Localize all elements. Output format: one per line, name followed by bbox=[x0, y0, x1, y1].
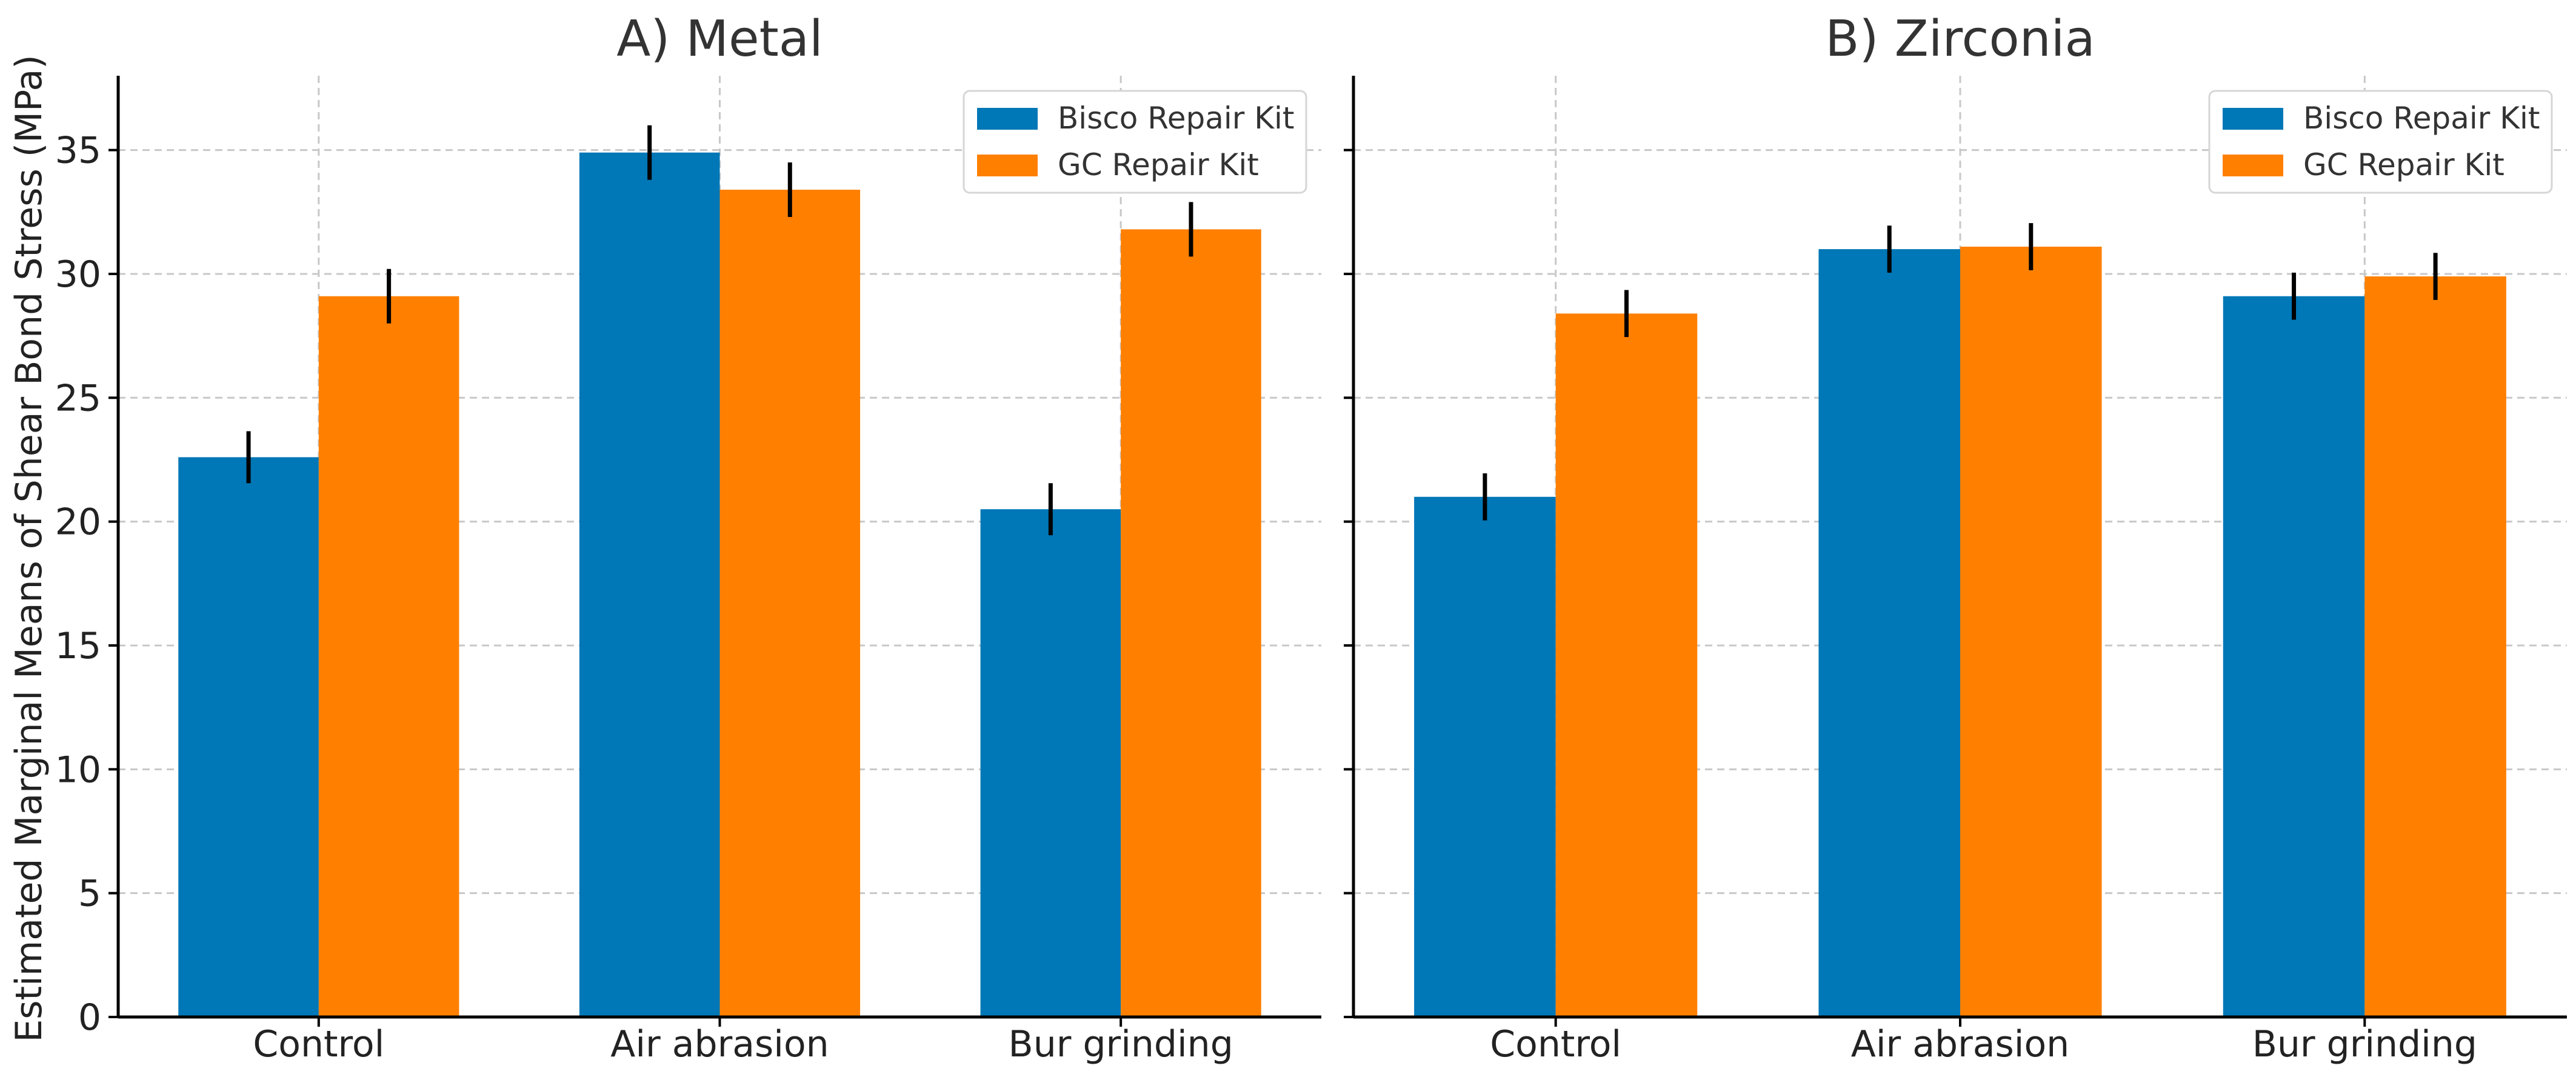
bar-gc-repair-kit-bur-grinding bbox=[2364, 276, 2506, 1018]
chart-title: A) Metal bbox=[616, 10, 823, 68]
legend-frame bbox=[2208, 90, 2553, 194]
y-tick-label-5: 5 bbox=[78, 873, 101, 915]
bar-gc-repair-kit-air-abrasion bbox=[1960, 246, 2102, 1018]
x-tick-label-bur-grinding: Bur grinding bbox=[2252, 1023, 2477, 1065]
bar-bisco-repair-kit-air-abrasion bbox=[579, 152, 720, 1017]
legend-swatch-bisco-repair-kit bbox=[977, 108, 1038, 130]
panel-metal: 0 5 10 15 20 25 30 35 Control Air abrasion Bur gri… bbox=[55, 10, 1321, 1065]
x-tick-label-air-abrasion: Air abrasion bbox=[1851, 1023, 2069, 1065]
legend-frame bbox=[963, 90, 1307, 194]
bar-bisco-repair-kit-control bbox=[178, 457, 319, 1017]
legend: Bisco Repair Kit GC Repair Kit bbox=[2208, 90, 2553, 194]
panel-zirconia: Control Air abrasion Bur grinding B) Zircon… bbox=[1344, 10, 2567, 1065]
legend-label-gc-repair-kit: GC Repair Kit bbox=[2303, 147, 2504, 182]
bar-gc-repair-kit-control bbox=[1555, 313, 1698, 1017]
y-tick-label-20: 20 bbox=[55, 501, 101, 544]
bar-bisco-repair-kit-air-abrasion bbox=[1818, 249, 1960, 1017]
y-tick-label-0: 0 bbox=[78, 996, 101, 1039]
legend-label-gc-repair-kit: GC Repair Kit bbox=[1058, 147, 1259, 182]
legend-swatch-gc-repair-kit bbox=[2223, 155, 2283, 176]
legend-label-bisco-repair-kit: Bisco Repair Kit bbox=[1058, 101, 1294, 136]
bar-bisco-repair-kit-control bbox=[1414, 496, 1556, 1017]
bar-gc-repair-kit-air-abrasion bbox=[719, 189, 861, 1017]
x-tick-label-control: Control bbox=[253, 1023, 384, 1065]
y-tick-label-35: 35 bbox=[55, 130, 101, 172]
bar-bisco-repair-kit-bur-grinding bbox=[980, 509, 1121, 1017]
y-tick-label-10: 10 bbox=[55, 749, 101, 791]
y-tick-label-30: 30 bbox=[55, 253, 101, 296]
y-tick-label-15: 15 bbox=[55, 625, 101, 667]
x-tick-label-bur-grinding: Bur grinding bbox=[1009, 1023, 1233, 1065]
bar-bisco-repair-kit-bur-grinding bbox=[2223, 296, 2365, 1017]
x-tick-label-air-abrasion: Air abrasion bbox=[610, 1023, 829, 1065]
legend-swatch-gc-repair-kit bbox=[977, 155, 1038, 176]
x-tick-label-control: Control bbox=[1490, 1023, 1621, 1065]
legend-label-bisco-repair-kit: Bisco Repair Kit bbox=[2303, 101, 2540, 136]
legend: Bisco Repair Kit GC Repair Kit bbox=[963, 90, 1307, 194]
legend-swatch-bisco-repair-kit bbox=[2223, 108, 2283, 130]
chart-title: B) Zirconia bbox=[1825, 10, 2095, 68]
bar-gc-repair-kit-control bbox=[318, 296, 459, 1017]
bar-gc-repair-kit-bur-grinding bbox=[1121, 229, 1261, 1017]
y-axis-label: Estimated Marginal Means of Shear Bond S… bbox=[8, 55, 50, 1042]
y-tick-label-25: 25 bbox=[55, 377, 101, 419]
